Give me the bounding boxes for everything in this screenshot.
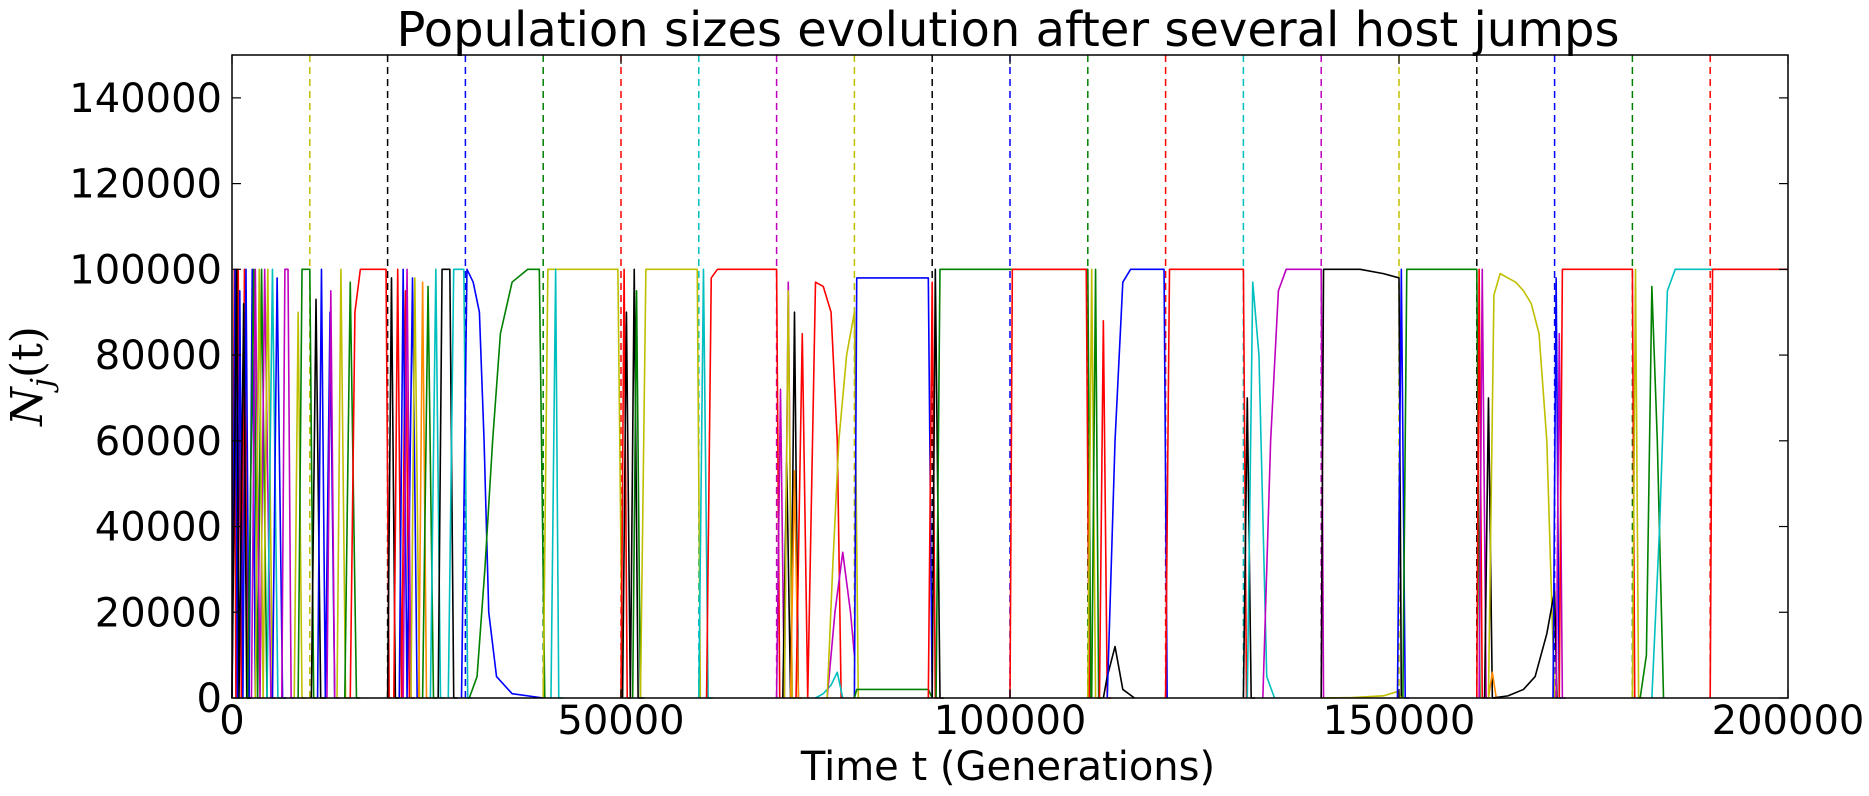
y-axis-label-main: N: [2, 386, 53, 427]
population-series-77: [1709, 268, 1788, 699]
population-series-64: [1402, 268, 1481, 699]
y-axis-label: Nj(t): [2, 326, 60, 427]
population-series-29: [468, 268, 546, 699]
population-series-70: [1492, 590, 1558, 699]
x-tick-label: 0: [219, 698, 244, 744]
population-series-61: [1320, 268, 1403, 699]
x-tick-label: 50000: [557, 698, 684, 744]
population-series-47: [853, 688, 933, 699]
population-series-9: [280, 268, 295, 699]
y-tick-label: 80000: [95, 333, 222, 379]
population-series-43: [815, 671, 844, 699]
population-series-59: [1246, 281, 1276, 699]
population-series-60: [1262, 268, 1325, 699]
population-series-73: [1558, 268, 1636, 699]
y-tick-label: 120000: [69, 162, 222, 208]
population-series-45: [826, 311, 860, 699]
x-tick-label: 200000: [1712, 698, 1865, 744]
population-series-17: [349, 268, 392, 699]
y-tick-label: 100000: [69, 247, 222, 293]
population-series-76: [1651, 268, 1788, 699]
x-axis-label: Time t (Generations): [800, 744, 1215, 790]
population-series-44: [826, 551, 856, 699]
y-tick-label: 20000: [95, 590, 222, 636]
population-series-46: [853, 277, 933, 699]
y-tick-label: 0: [197, 676, 222, 722]
population-series-51: [1009, 268, 1091, 699]
y-tick-label: 40000: [95, 505, 222, 551]
population-series-55: [1102, 645, 1135, 699]
population-series-56: [1106, 268, 1168, 699]
axis-ticks: 0 50000 100000 150000 200000 0 20000 40000 60000…: [69, 55, 1864, 744]
population-series-57: [1164, 268, 1248, 699]
population-series-68: [1487, 671, 1501, 699]
population-series-42: [795, 281, 842, 699]
population-series-28: [460, 268, 544, 699]
chart-title: Population sizes evolution after several…: [397, 2, 1620, 58]
population-series-69: [1487, 272, 1556, 699]
plot-area: [231, 55, 1788, 699]
population-series-30: [542, 268, 624, 699]
population-series-31: [550, 268, 563, 699]
population-series-37: [705, 268, 781, 699]
x-tick-label: 150000: [1323, 698, 1476, 744]
x-tick-label: 100000: [934, 698, 1087, 744]
y-axis-label-tail: (t): [2, 326, 53, 378]
population-series-50: [935, 268, 1092, 699]
y-tick-label: 60000: [95, 419, 222, 465]
population-series-35: [639, 268, 702, 699]
y-tick-label: 140000: [69, 76, 222, 122]
population-series-26: [437, 268, 458, 699]
population-series-27: [447, 268, 472, 699]
